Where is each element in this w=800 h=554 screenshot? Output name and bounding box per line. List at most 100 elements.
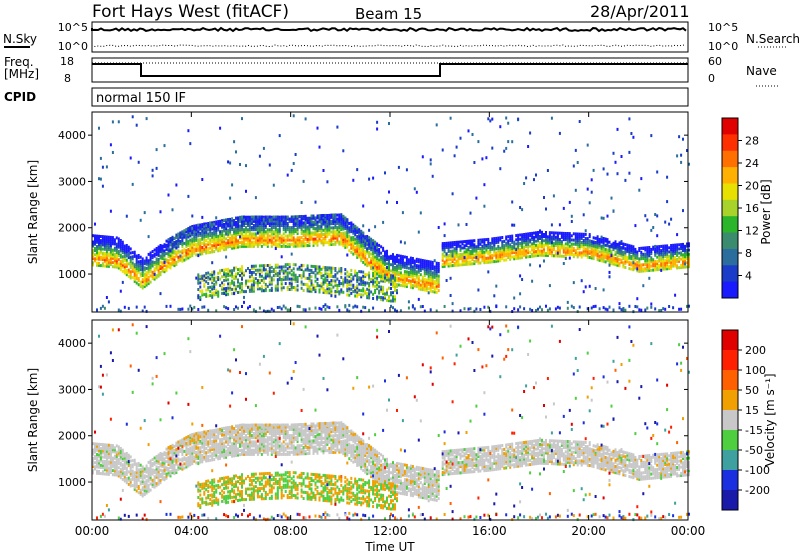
power-cell [161,248,164,252]
power-cell [149,270,152,274]
power-cell [195,276,198,280]
power-cell [552,237,555,241]
power-cell [660,259,663,263]
power-cell [292,217,295,221]
power-cell [582,241,585,245]
power-cell [501,240,504,244]
power-cell [141,309,144,313]
power-cell [264,240,267,244]
power-cell [493,260,496,264]
power-cell [203,247,206,251]
power-cell [254,234,257,238]
power-cell [119,264,122,267]
power-cell [203,293,206,297]
power-cell [98,243,100,247]
power-cell [282,244,285,248]
power-cell [390,256,392,260]
power-cell [107,258,110,262]
power-cell [105,262,108,266]
power-cell [278,134,281,138]
velocity-cell [92,469,94,473]
power-cell [352,178,355,182]
power-cell [175,246,178,250]
power-cell [103,258,106,262]
power-cell [640,263,643,267]
power-cell [318,220,321,224]
velocity-cell [94,461,96,465]
power-cell [368,246,371,250]
power-cell [229,161,232,165]
power-cell [266,217,269,221]
power-cell [517,256,520,260]
power-cell [656,170,659,174]
power-cell [306,233,309,237]
power-cell [666,265,669,269]
power-cell [427,291,430,295]
power-cell [215,216,218,220]
power-cell [596,252,599,255]
power-cell [354,288,357,292]
power-cell [370,265,373,268]
power-cell [270,286,273,290]
power-cell [312,265,315,268]
power-cell [543,253,545,257]
power-cell [338,290,341,294]
power-cell [443,254,446,258]
power-cell [386,200,388,204]
power-cell [666,261,669,264]
power-cell [640,308,643,312]
power-cell [247,224,249,227]
power-cell [541,253,543,257]
power-cell [461,242,464,246]
power-cell [586,253,589,257]
power-cell [622,244,625,248]
power-cell [477,288,480,292]
power-cell [115,261,118,265]
power-cell [268,228,271,232]
power-cell [572,281,575,285]
power-cell [318,233,321,237]
power-cell [604,247,607,251]
power-cell [437,278,440,282]
power-cell [415,274,418,278]
power-cell [187,256,190,260]
power-cell [123,265,126,269]
power-cell [519,241,522,245]
power-cell [469,239,472,243]
power-cell [260,244,263,248]
power-cell [284,265,287,269]
power-cell [533,235,535,239]
noise-tick-high-left: 10^5 [58,21,88,34]
power-cell [350,230,353,234]
power-cell [217,238,220,242]
power-cell [167,244,170,248]
power-cell [417,281,420,285]
power-cell [290,281,293,285]
power-cell [115,265,118,269]
power-cell [145,283,148,287]
power-cell [266,234,269,238]
power-cell [399,277,402,281]
power-cell [409,265,412,268]
power-cell [330,270,333,274]
power-cell [125,244,128,247]
power-cell [521,237,524,241]
power-cell [566,238,569,242]
power-cell [125,269,128,272]
power-cell [664,244,667,248]
power-cell [350,287,353,291]
power-cell [614,244,617,248]
power-cell [384,260,386,264]
power-cell [280,238,283,242]
power-cell [256,224,259,227]
power-cell [656,247,659,251]
power-cell [413,269,416,273]
power-cell [252,244,255,248]
power-cell [258,240,261,244]
power-cell [109,244,112,248]
power-cell [368,281,371,285]
power-cell [499,246,502,250]
power-cell [344,235,347,239]
power-cell [147,261,150,265]
power-cell [141,272,144,275]
